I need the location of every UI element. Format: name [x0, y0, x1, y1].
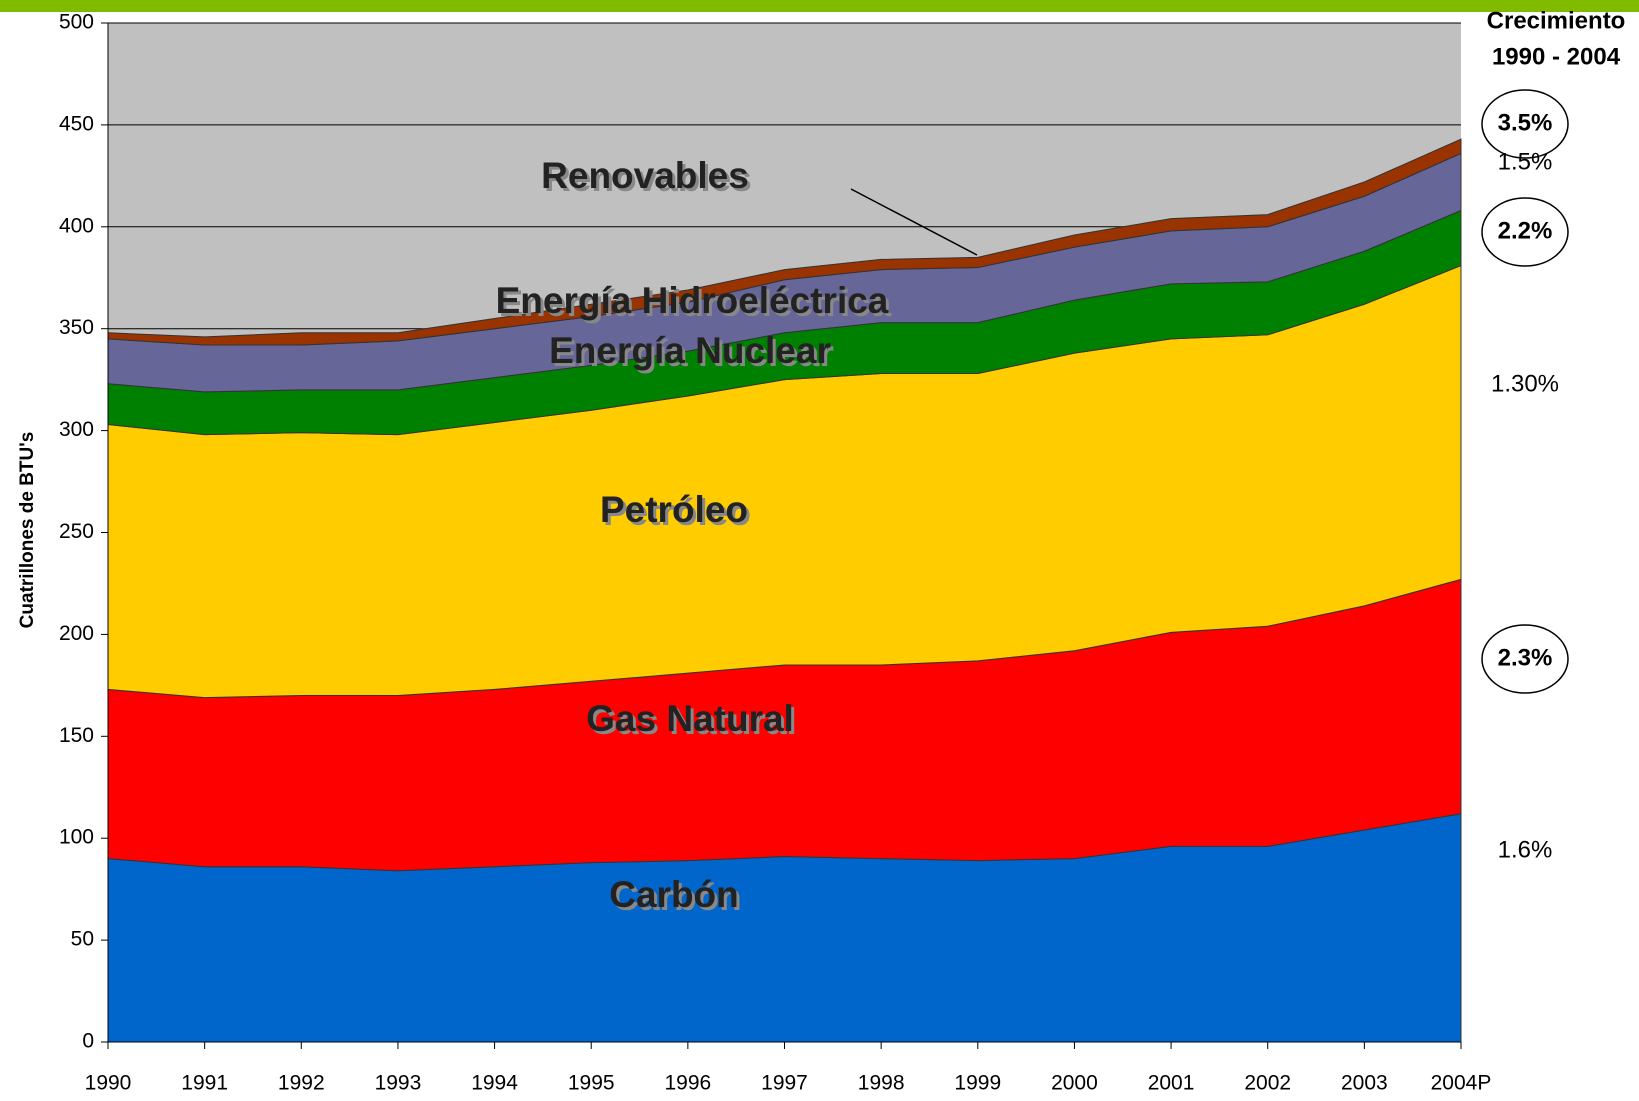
x-tick-label: 1991: [181, 1072, 228, 1095]
growth-title: 1990 - 2004: [1492, 43, 1621, 70]
growth-label: 2.3%: [1498, 644, 1553, 671]
series-label-shadow: Petróleo: [603, 492, 751, 533]
y-tick-label: 300: [59, 418, 94, 441]
x-tick-label: 1993: [375, 1072, 422, 1095]
growth-label: 1.6%: [1498, 836, 1553, 863]
y-tick-label: 0: [82, 1030, 94, 1053]
x-tick-label: 1998: [858, 1072, 905, 1095]
growth-circle: [1481, 624, 1569, 694]
series-label: Petróleo: [600, 489, 748, 530]
x-tick-label: 2000: [1051, 1072, 1098, 1095]
y-tick-label: 500: [59, 11, 94, 34]
y-tick-label: 100: [59, 826, 94, 849]
series-label-shadow: Renovables: [544, 158, 752, 199]
series-label: Gas Natural: [586, 698, 794, 739]
area: [107, 138, 1462, 346]
series-label: Energía Hidroeléctrica: [496, 280, 889, 321]
series-label-shadow: Energía Hidroeléctrica: [499, 283, 892, 324]
x-tick-label: 2002: [1244, 1072, 1291, 1095]
y-tick-label: 150: [59, 724, 94, 747]
growth-label: 1.5%: [1498, 148, 1553, 175]
x-tick-label: 1999: [954, 1072, 1001, 1095]
x-tick-label: 1996: [664, 1072, 711, 1095]
x-tick-label: 1995: [568, 1072, 615, 1095]
y-axis-label: Cuatrillones de BTU's: [17, 432, 38, 629]
pointer: [850, 188, 978, 256]
series-label-shadow: Gas Natural: [589, 701, 797, 742]
top-bar: [0, 0, 1639, 12]
x-tick-label: 2003: [1341, 1072, 1388, 1095]
x-tick-label: 1997: [761, 1072, 808, 1095]
x-tick-label: 1992: [278, 1072, 325, 1095]
y-tick-label: 350: [59, 316, 94, 339]
growth-label: 2.2%: [1498, 217, 1553, 244]
series-label-shadow: Energía Nuclear: [552, 333, 834, 374]
series-label: Carbón: [609, 874, 739, 915]
y-tick-label: 50: [71, 928, 94, 951]
growth-title: Crecimiento: [1487, 7, 1626, 34]
y-tick-label: 400: [59, 214, 94, 237]
x-tick-label: 1990: [85, 1072, 132, 1095]
y-tick-label: 250: [59, 520, 94, 543]
x-tick-label: 1994: [471, 1072, 518, 1095]
x-tick-label: 2001: [1148, 1072, 1195, 1095]
series-label: Renovables: [541, 155, 749, 196]
x-tick-label: 2004P: [1431, 1072, 1492, 1095]
series-label-shadow: Carbón: [612, 877, 742, 918]
y-tick-label: 200: [59, 622, 94, 645]
growth-label: 3.5%: [1498, 109, 1553, 136]
growth-circle: [1481, 197, 1569, 267]
series-label: Energía Nuclear: [549, 330, 831, 371]
growth-label: 1.30%: [1491, 370, 1559, 397]
y-tick-label: 450: [59, 112, 94, 135]
growth-circle: [1481, 89, 1569, 159]
